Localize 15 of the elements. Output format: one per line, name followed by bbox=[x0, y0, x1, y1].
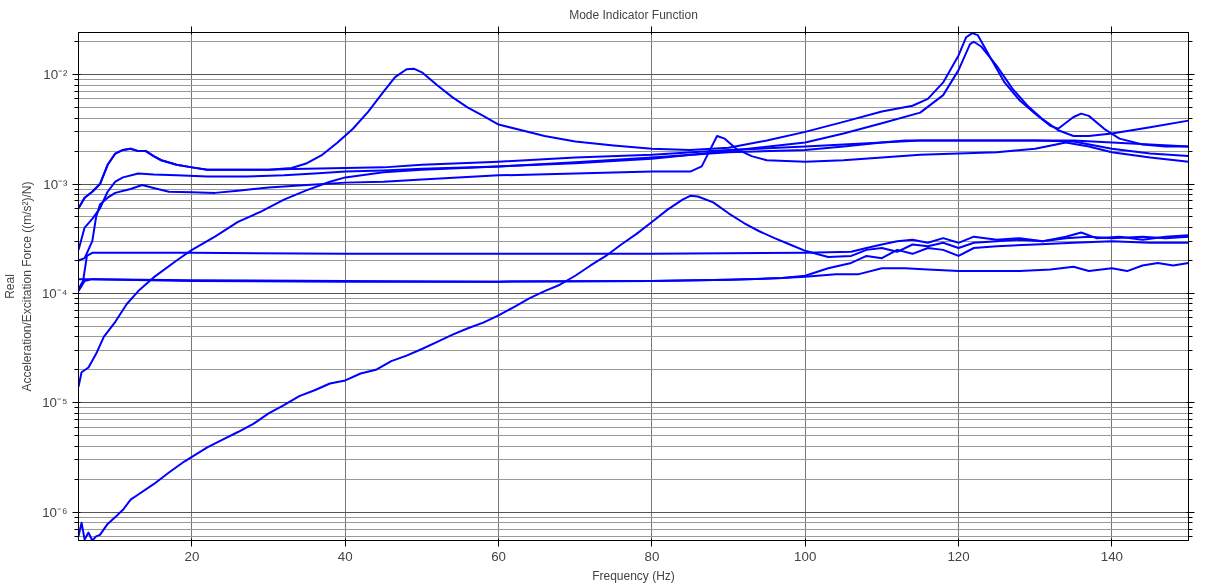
chart-title: Mode Indicator Function bbox=[569, 7, 698, 22]
x-axis-title: Frequency (Hz) bbox=[592, 568, 675, 583]
y-axis-title: Real Acceleration/Excitation Force ((m/s²)/N) bbox=[3, 181, 34, 392]
y-tick-label: 10⁻⁴ bbox=[41, 285, 68, 301]
x-tick-label: 20 bbox=[184, 548, 200, 564]
y-tick-label: 10⁻⁵ bbox=[42, 395, 68, 411]
x-tick-label: 40 bbox=[337, 548, 353, 564]
y-tick-label: 10⁻⁶ bbox=[42, 504, 68, 520]
x-tick-label: 100 bbox=[794, 548, 817, 564]
y-tick-label: 10⁻² bbox=[43, 67, 69, 83]
x-tick-label: 80 bbox=[644, 548, 660, 564]
x-tick-label: 60 bbox=[491, 548, 506, 564]
x-tick-label: 120 bbox=[947, 548, 970, 564]
x-tick-label: 140 bbox=[1100, 548, 1123, 564]
y-tick-label: 10⁻³ bbox=[43, 176, 69, 192]
